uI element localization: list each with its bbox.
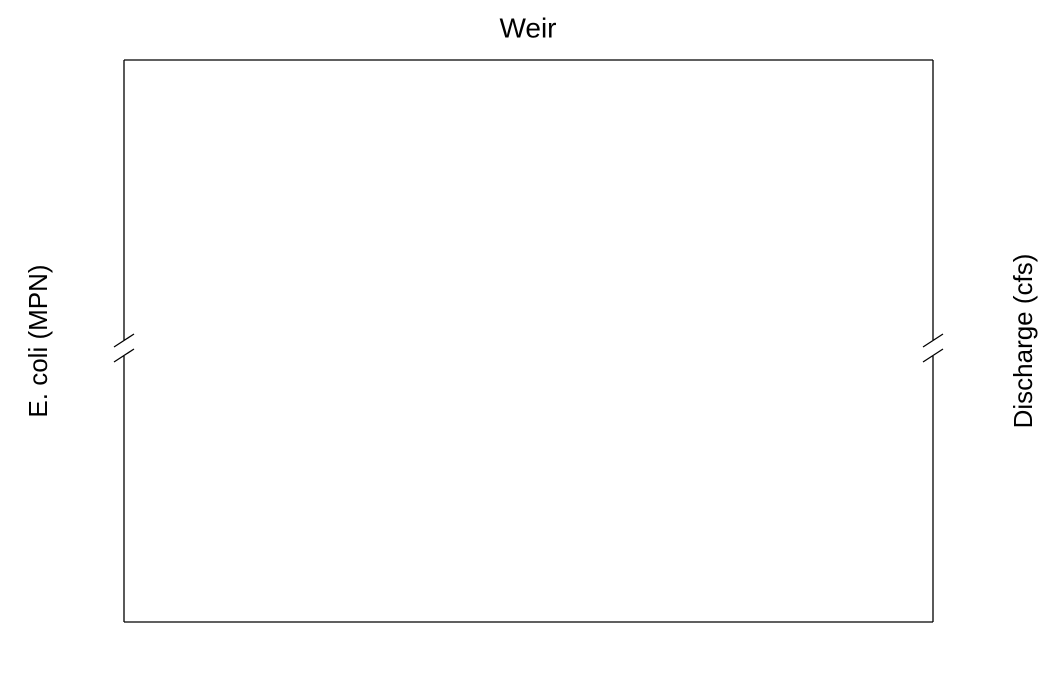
frame bbox=[113, 59, 944, 623]
chart-title: Weir bbox=[499, 12, 556, 43]
y2-axis-label: Discharge (cfs) bbox=[1008, 254, 1038, 429]
y-axis-label: E. coli (MPN) bbox=[23, 264, 53, 417]
